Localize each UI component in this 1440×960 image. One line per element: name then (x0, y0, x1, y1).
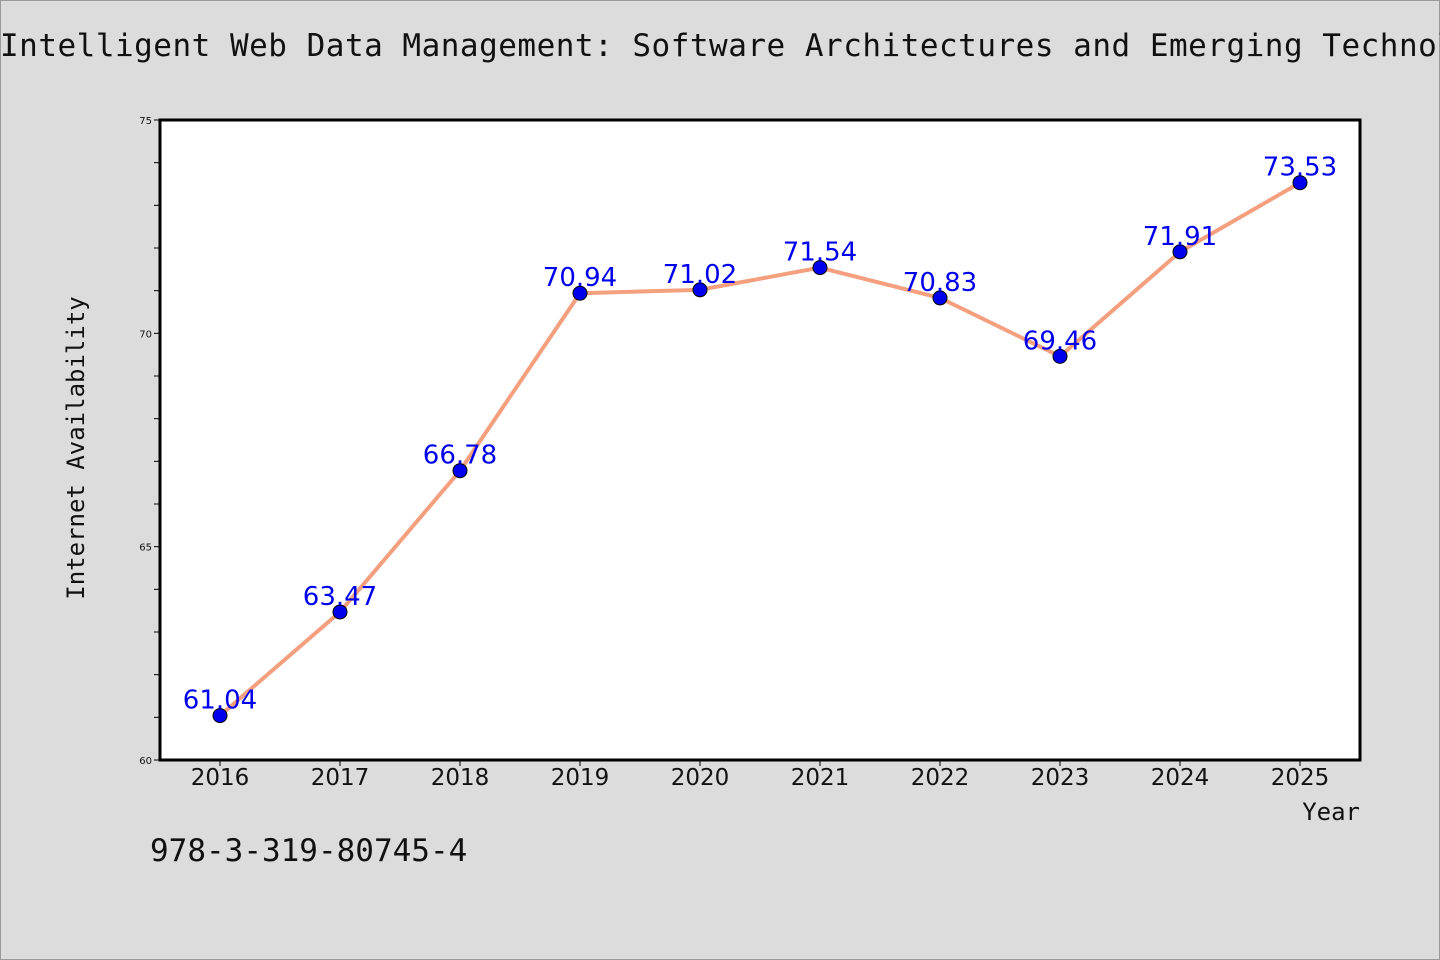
series-line (218, 180, 1301, 718)
data-point (452, 463, 468, 479)
x-tick-label: 2025 (1271, 765, 1330, 791)
x-tick-label: 2017 (311, 765, 370, 791)
isbn-text: 978-3-319-80745-4 (150, 833, 468, 869)
x-tick-label: 2022 (911, 765, 970, 791)
x-tick-label: 2024 (1151, 765, 1210, 791)
y-tick-label: 75 (139, 116, 152, 127)
series-group: 61.04 63.47 66.78 70.94 71.02 71.54 70.83 69.46… (183, 153, 1337, 724)
x-tick-label: 2018 (431, 765, 490, 791)
chart-title: Intelligent Web Data Management: Softwar… (0, 28, 1440, 64)
x-axis-label: Year (1302, 798, 1360, 826)
x-axis: 2016 2017 2018 2019 2020 2021 2022 2023 2024 2025 (191, 760, 1330, 791)
data-point (692, 282, 708, 298)
data-point (212, 708, 228, 724)
data-point (1172, 244, 1188, 260)
x-tick-label: 2023 (1031, 765, 1090, 791)
data-point (1052, 348, 1068, 364)
data-label: 70.83 (903, 268, 977, 298)
y-tick-label: 60 (139, 756, 152, 767)
data-label: 71.54 (783, 238, 857, 268)
data-label: 73.53 (1263, 153, 1337, 183)
data-point (1292, 175, 1308, 191)
x-tick-label: 2019 (551, 765, 610, 791)
x-tick-label: 2020 (671, 765, 730, 791)
data-label: 66.78 (423, 441, 497, 471)
y-axis: 60 65 70 75 (139, 116, 160, 767)
x-tick-label: 2016 (191, 765, 250, 791)
data-label: 70.94 (543, 263, 617, 293)
x-tick-label: 2021 (791, 765, 850, 791)
y-tick-label: 70 (139, 329, 152, 340)
data-point (572, 285, 588, 301)
data-label: 61.04 (183, 686, 257, 716)
y-axis-label: Internet Availability (62, 296, 90, 599)
data-point (932, 290, 948, 306)
plot-area (158, 118, 1362, 762)
y-tick-label: 65 (139, 543, 152, 554)
data-point (812, 260, 828, 276)
data-point (332, 604, 348, 620)
data-label: 63.47 (303, 582, 377, 612)
data-label: 71.02 (663, 260, 737, 290)
data-label: 69.46 (1023, 326, 1097, 356)
data-label: 71.91 (1143, 222, 1217, 252)
